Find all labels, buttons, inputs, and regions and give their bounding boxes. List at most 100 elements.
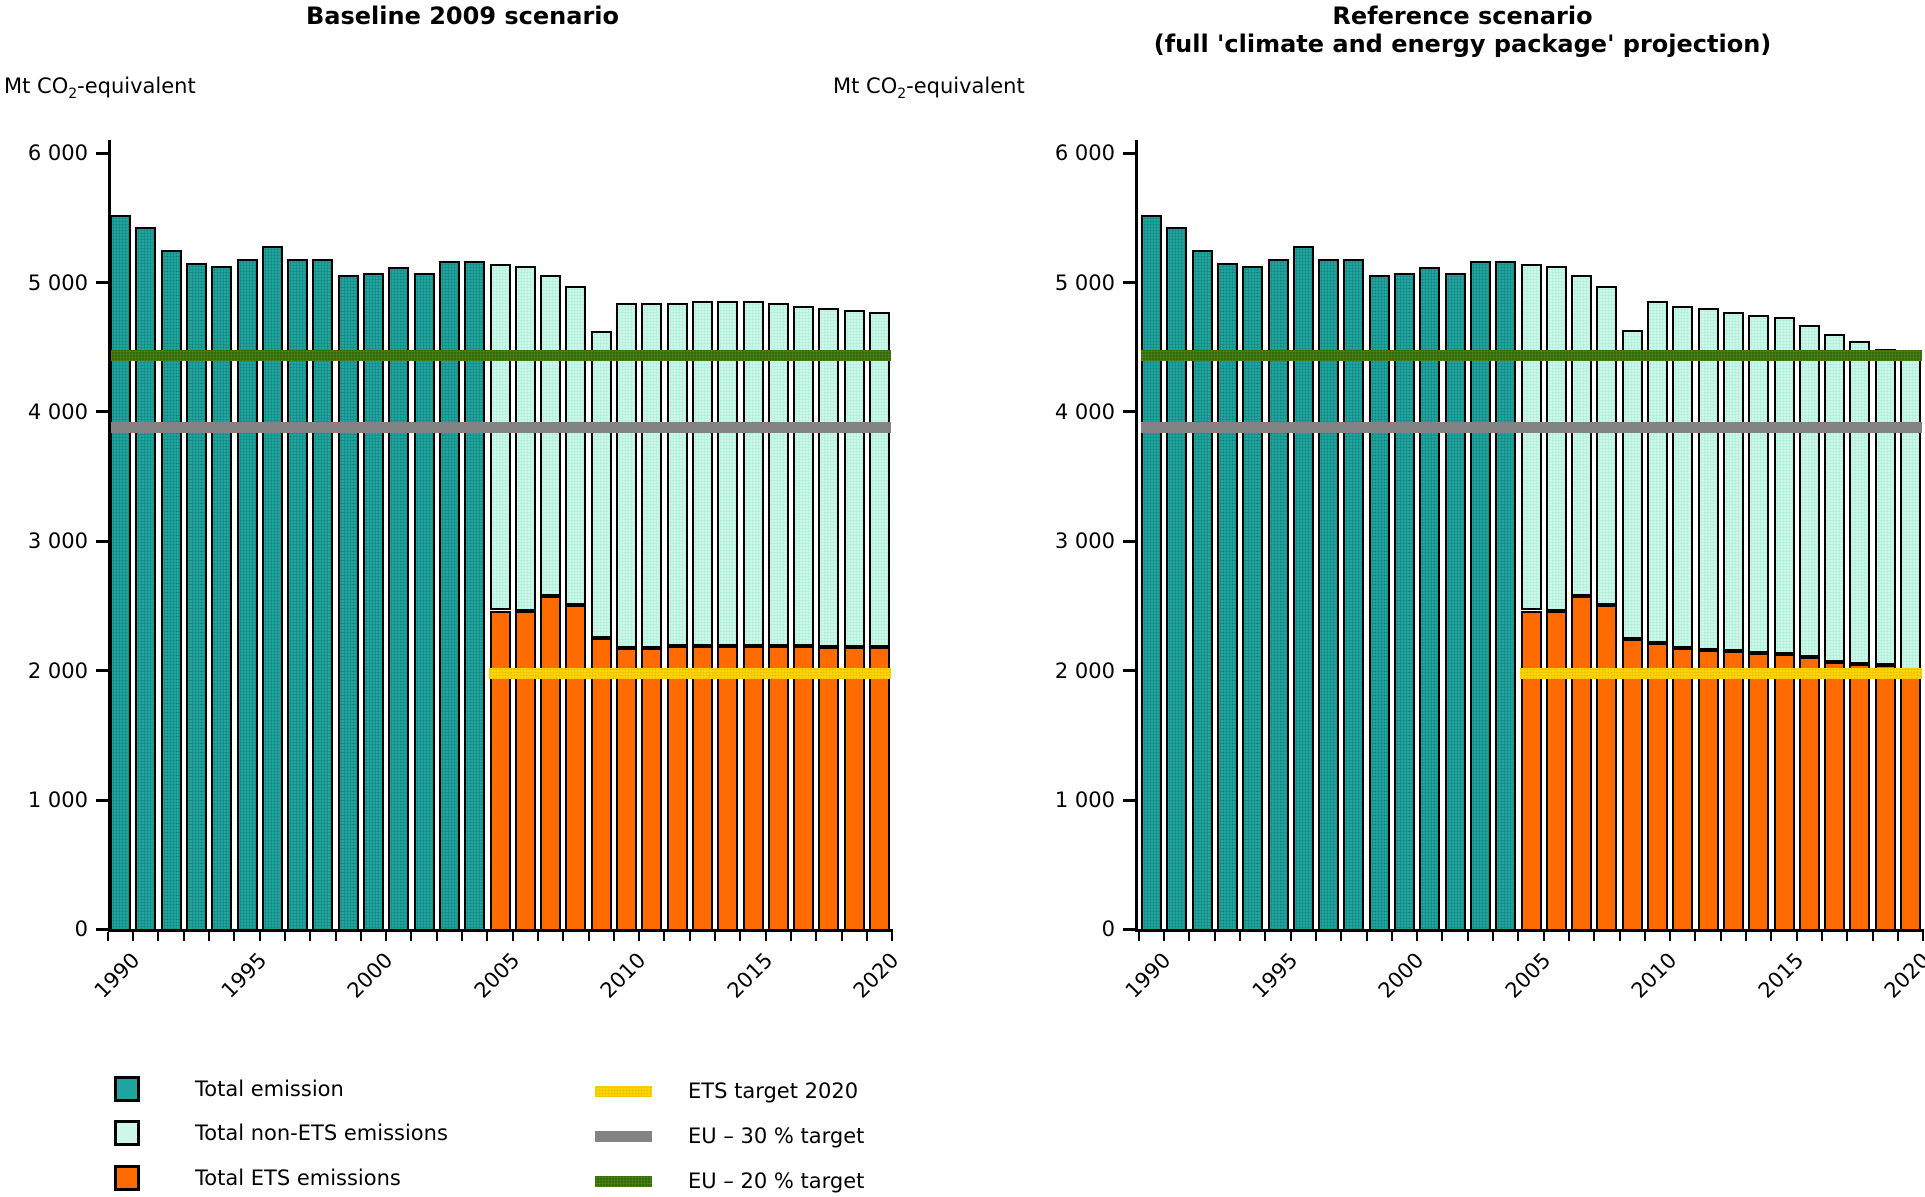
y-tick-label: 5 000 <box>1054 270 1115 295</box>
bar-non-ets-2011 <box>641 303 663 648</box>
y-tick-label: 2 000 <box>1054 658 1115 683</box>
bar-non-ets-2018 <box>1849 341 1871 664</box>
bar-total-2001 <box>1419 267 1441 932</box>
y-tick-label: 2 000 <box>27 658 88 683</box>
x-tick <box>1593 932 1596 941</box>
bar-total-2004 <box>1495 260 1517 932</box>
legend-label-ets-target-2020: ETS target 2020 <box>688 1079 859 1103</box>
bar-non-ets-2019 <box>843 310 865 648</box>
legend-swatch-non-ets-emissions <box>114 1120 140 1146</box>
x-tick <box>815 932 818 941</box>
bar-non-ets-2009 <box>590 331 612 639</box>
x-tick <box>865 932 868 941</box>
x-tick <box>1694 932 1697 941</box>
x-tick <box>461 932 464 941</box>
x-tick <box>612 932 615 941</box>
x-tick <box>1314 932 1317 941</box>
bar-ets-2006 <box>1545 610 1567 932</box>
y-tick-label: 5 000 <box>27 270 88 295</box>
x-tick <box>562 932 565 941</box>
x-tick <box>1517 932 1520 941</box>
bar-total-2002 <box>413 272 435 932</box>
bar-total-1993 <box>1216 262 1238 932</box>
target-line-eu-30-target <box>1140 421 1922 433</box>
legend-swatch-total-emission <box>114 1076 140 1102</box>
bar-total-1999 <box>1368 274 1390 932</box>
x-tick <box>1137 932 1140 941</box>
bar-ets-2012 <box>1697 649 1719 932</box>
x-tick-label-2000: 2000 <box>1373 948 1429 1003</box>
x-tick <box>1567 932 1570 941</box>
y-tick <box>96 281 110 285</box>
y-tick-label: 3 000 <box>1054 529 1115 554</box>
y-tick-label: 4 000 <box>27 399 88 424</box>
x-tick <box>739 932 742 941</box>
bar-total-1996 <box>1292 245 1314 932</box>
legend-label-ets-emissions: Total ETS emissions <box>195 1166 401 1190</box>
bar-non-ets-2013 <box>1722 311 1744 651</box>
bar-total-2001 <box>388 267 410 932</box>
y-tick-label: 1 000 <box>27 788 88 813</box>
legend-label-non-ets-emissions: Total non-ETS emissions <box>195 1121 448 1145</box>
bar-total-2000 <box>363 272 384 932</box>
x-tick <box>1264 932 1267 941</box>
y-tick <box>1123 281 1137 285</box>
x-tick <box>1163 932 1166 941</box>
bar-non-ets-2011 <box>1672 305 1694 649</box>
x-tick <box>789 932 792 941</box>
right-chart-title: Reference scenario (full 'climate and en… <box>1000 2 1925 58</box>
x-tick <box>511 932 514 941</box>
y-tick <box>96 539 110 543</box>
x-tick <box>1340 932 1343 941</box>
x-tick <box>1365 932 1368 941</box>
x-tick <box>486 932 489 941</box>
bar-non-ets-2008 <box>1596 286 1618 605</box>
x-tick-label-2005: 2005 <box>1500 948 1555 1003</box>
bar-ets-2018 <box>1849 663 1871 932</box>
y-tick-label: 1 000 <box>1054 788 1115 813</box>
bar-total-1991 <box>1166 226 1188 932</box>
bar-non-ets-2010 <box>1647 300 1668 644</box>
bar-total-1994 <box>1242 266 1264 932</box>
bar-non-ets-2016 <box>767 302 789 647</box>
unit-subscript: 2 <box>68 86 78 103</box>
y-tick <box>1123 151 1137 155</box>
bar-total-1990 <box>110 214 131 932</box>
x-tick <box>1896 932 1899 941</box>
target-line-eu-20-target <box>1140 349 1922 361</box>
bar-non-ets-2010 <box>616 303 637 648</box>
y-tick <box>1123 669 1137 673</box>
x-tick <box>157 932 160 941</box>
bar-non-ets-2019 <box>1874 348 1896 666</box>
x-tick <box>638 932 641 941</box>
y-tick-label: 0 <box>1101 917 1115 942</box>
x-tick <box>764 932 767 941</box>
bar-ets-2014 <box>1748 652 1770 932</box>
x-tick <box>1846 932 1849 941</box>
unit-suffix: -equivalent <box>906 74 1025 98</box>
x-tick <box>385 932 388 941</box>
y-axis-line <box>108 140 111 932</box>
y-tick <box>96 151 110 155</box>
x-tick <box>840 932 843 941</box>
x-tick <box>435 932 438 941</box>
bar-non-ets-2015 <box>742 301 764 647</box>
bar-non-ets-2013 <box>691 301 713 647</box>
right-chart-title-line1: Reference scenario <box>1332 2 1593 30</box>
bar-non-ets-2020 <box>869 312 890 648</box>
x-tick <box>410 932 413 941</box>
x-tick <box>1390 932 1393 941</box>
x-tick-label-1990: 1990 <box>1120 948 1176 1003</box>
x-tick <box>132 932 135 941</box>
x-tick <box>208 932 211 941</box>
bar-total-1992 <box>160 249 182 932</box>
y-tick <box>1123 539 1137 543</box>
x-axis-line <box>108 929 893 932</box>
x-tick <box>1922 932 1925 941</box>
bar-ets-2010 <box>1647 643 1668 932</box>
bar-non-ets-2007 <box>1571 275 1593 596</box>
bar-ets-2005 <box>1520 610 1542 932</box>
bar-ets-2008 <box>1596 604 1618 932</box>
bar-ets-2015 <box>1773 653 1795 932</box>
